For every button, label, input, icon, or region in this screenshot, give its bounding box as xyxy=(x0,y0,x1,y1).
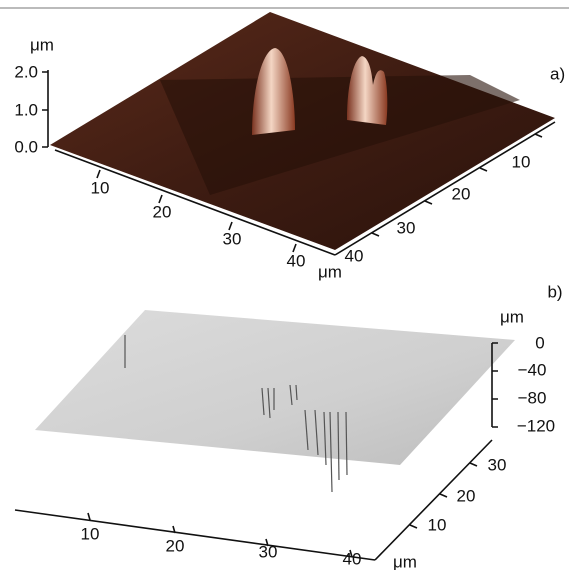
x-tick-label: 30 xyxy=(259,542,278,561)
y-tick-label: 20 xyxy=(452,184,471,203)
x-axis xyxy=(15,510,375,560)
z-tick-label: −80 xyxy=(518,388,547,407)
y-tick-label: 10 xyxy=(512,152,531,171)
panel-label: a) xyxy=(550,64,565,83)
z-tick-label: −40 xyxy=(518,360,547,379)
x-tick-label: 10 xyxy=(91,178,110,197)
z-unit: μm xyxy=(30,35,54,54)
panel-a: μm 2.0 1.0 0.0 10 20 30 40 μm 40 30 20 1… xyxy=(14,12,565,281)
x-tick-label: 20 xyxy=(153,202,172,221)
z-tick-label: −120 xyxy=(517,416,555,435)
x-tick-label: 20 xyxy=(166,536,185,555)
x-unit: μm xyxy=(393,552,417,570)
z-tick-label: 0.0 xyxy=(14,137,38,156)
panel-label: b) xyxy=(547,282,562,301)
y-tick-label: 30 xyxy=(397,218,416,237)
y-tick-label: 40 xyxy=(345,246,364,265)
figure: μm 2.0 1.0 0.0 10 20 30 40 μm 40 30 20 1… xyxy=(0,0,569,570)
z-tick-label: 2.0 xyxy=(14,62,38,81)
z-tick-label: 1.0 xyxy=(14,100,38,119)
z-tick-label: 0 xyxy=(535,333,544,352)
x-unit: μm xyxy=(318,262,342,281)
y-tick-label: 30 xyxy=(488,455,507,474)
surface xyxy=(35,310,515,465)
panel-b: μm 0 −40 −80 −120 10 20 30 40 μm 10 20 3… xyxy=(15,282,563,570)
y-tick-label: 10 xyxy=(428,515,447,534)
x-tick-label: 40 xyxy=(287,251,306,270)
z-unit: μm xyxy=(500,307,524,326)
x-tick-label: 10 xyxy=(81,524,100,543)
z-axis xyxy=(42,70,48,147)
x-tick-label: 40 xyxy=(343,549,362,568)
y-tick-label: 20 xyxy=(457,486,476,505)
page: {"panels": [ {"label": "a)", "z_unit": "… xyxy=(0,0,569,570)
x-tick-label: 30 xyxy=(223,229,242,248)
